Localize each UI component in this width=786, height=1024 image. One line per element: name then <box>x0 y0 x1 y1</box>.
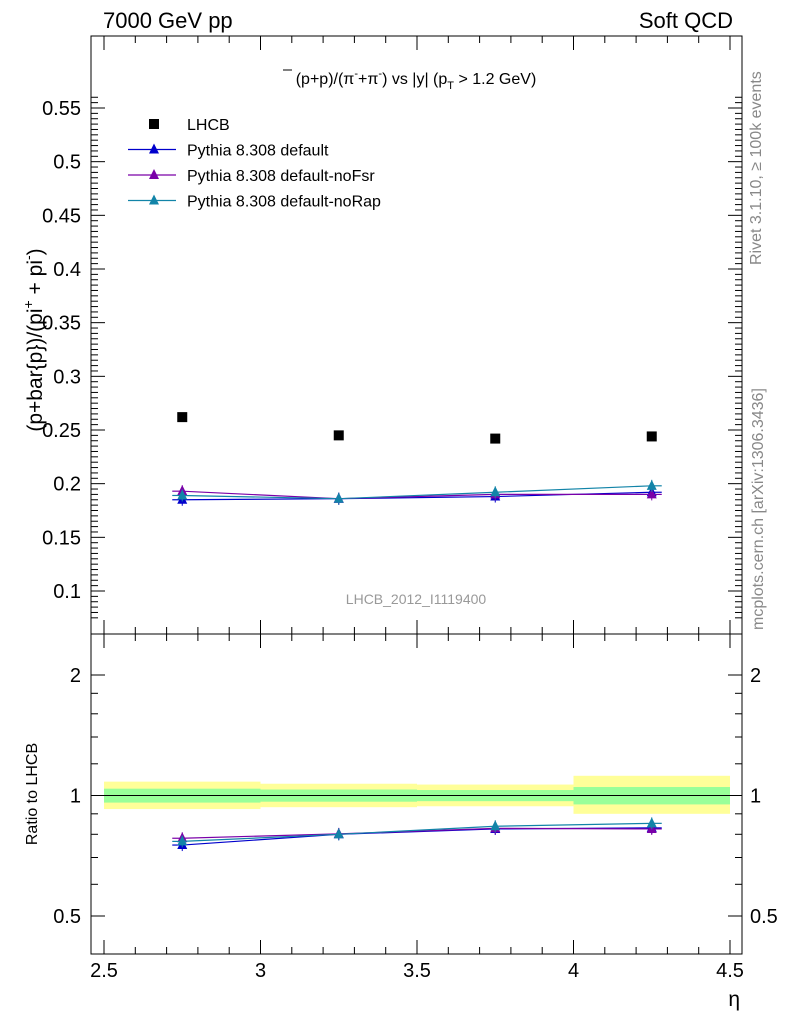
y-tick-label: 0.1 <box>53 581 81 603</box>
header-left: 7000 GeV pp <box>103 8 233 33</box>
ratio-y-tick-label-right: 2 <box>750 665 761 687</box>
main-series <box>172 412 662 506</box>
series-line <box>495 485 652 493</box>
ratio-line <box>495 822 652 827</box>
ratio-panel: 0.5 0.5 1 1 2 2 2.5 3 3.5 4 4.5 Ratio to LHCB η <box>24 633 778 1011</box>
rivet-label: Rivet 3.1.10, ≥ 100k events <box>748 71 765 265</box>
x-tick-label: 2.5 <box>90 960 118 982</box>
x-tick-label: 4.5 <box>716 960 744 982</box>
mcplots-label: mcplots.cern.ch [arXiv:1306.3436] <box>750 388 767 630</box>
ratio-line <box>182 833 339 839</box>
main-ticks: 0.1 0.15 0.2 0.25 0.3 0.35 0.4 0.45 0.5 0.55 <box>42 36 742 634</box>
y-tick-label: 0.3 <box>53 366 81 388</box>
data-point-lhcb <box>646 431 657 442</box>
x-tick-label: 4 <box>568 960 579 982</box>
data-point-pythia <box>333 492 344 503</box>
ratio-point <box>490 820 501 831</box>
ratio-frame <box>90 633 743 955</box>
data-point-pythia <box>646 488 657 499</box>
y-tick-label: 0.35 <box>42 313 81 335</box>
data-point-lhcb <box>333 430 344 441</box>
series-line <box>182 490 339 500</box>
legend-marker-pythia <box>149 169 159 179</box>
ratio-point <box>177 835 188 846</box>
x-tick-label: 3 <box>255 960 266 982</box>
ratio-y-tick-label: 1 <box>70 786 81 808</box>
y-tick-label: 0.25 <box>42 420 81 442</box>
data-point-lhcb <box>490 433 501 444</box>
ratio-y-tick-label-right: 0.5 <box>750 906 778 928</box>
data-point-lhcb <box>177 412 188 423</box>
main-panel: 0.1 0.15 0.2 0.25 0.3 0.35 0.4 0.45 0.5 0.55 LHCB… <box>20 35 743 635</box>
data-point-pythia <box>177 489 188 500</box>
y-tick-label: 0.5 <box>53 152 81 174</box>
legend-label: Pythia 8.308 default <box>187 143 329 160</box>
ratio-ylabel: Ratio to LHCB <box>24 743 41 845</box>
y-tick-label: 0.55 <box>42 98 81 120</box>
y-tick-label: 0.15 <box>42 527 81 549</box>
y-tick-label: 0.45 <box>42 205 81 227</box>
ratio-line <box>182 833 339 846</box>
ratio-line <box>338 825 496 835</box>
ratio-point <box>646 817 657 828</box>
ratio-y-tick-label: 0.5 <box>53 906 81 928</box>
ratio-ticks: 0.5 0.5 1 1 2 2 2.5 3 3.5 4 4.5 <box>53 634 778 982</box>
ratio-y-tick-label: 2 <box>70 665 81 687</box>
ratio-series <box>172 817 662 852</box>
series-line <box>182 498 339 501</box>
data-point-pythia <box>490 486 501 497</box>
legend-marker-pythia <box>149 143 159 154</box>
ratio-point <box>333 828 344 839</box>
x-axis-label: η <box>728 988 740 1011</box>
data-point-pythia <box>646 479 657 490</box>
ratio-line <box>182 833 339 842</box>
legend-label: Pythia 8.308 default-noFsr <box>187 168 375 185</box>
legend-label: Pythia 8.308 default-noRap <box>187 194 381 211</box>
legend-marker-lhcb <box>149 119 159 129</box>
main-ylabel: (p+bar{p})/(pi+ + pi-) <box>20 248 47 431</box>
main-watermark: LHCB_2012_I1119400 <box>346 591 487 607</box>
legend-marker-pythia <box>149 194 159 205</box>
ratio-bands <box>104 775 730 814</box>
header-right: Soft QCD <box>639 8 733 33</box>
y-tick-label: 0.2 <box>53 474 81 496</box>
ratio-y-tick-label-right: 1 <box>750 786 761 808</box>
series-line <box>338 491 496 500</box>
y-tick-label: 0.4 <box>53 259 81 281</box>
x-tick-label: 3.5 <box>403 960 431 982</box>
legend-label: LHCB <box>187 117 230 134</box>
main-title: (p+p)/(π-+π-) vs |y| (pT > 1.2 GeV) <box>296 68 537 92</box>
series-line <box>182 494 339 500</box>
ratio-line <box>495 827 652 830</box>
legend: LHCB Pythia 8.308 default Pythia 8.308 def… <box>128 117 381 211</box>
